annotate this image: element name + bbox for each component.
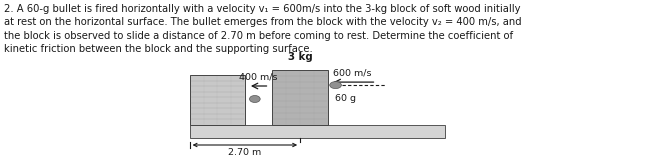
Text: 600 m/s: 600 m/s: [333, 68, 371, 77]
Bar: [190, 125, 445, 138]
Text: 60 g: 60 g: [335, 94, 356, 103]
Ellipse shape: [249, 96, 260, 103]
Bar: [273, 70, 328, 125]
Text: 3 kg: 3 kg: [288, 52, 312, 62]
Text: 400 m/s: 400 m/s: [239, 72, 278, 81]
Ellipse shape: [330, 82, 341, 89]
Text: 2.70 m: 2.70 m: [228, 148, 262, 157]
Bar: [190, 75, 245, 125]
Text: 2. A 60-g bullet is fired horizontally with a velocity v₁ = 600m/s into the 3-kg: 2. A 60-g bullet is fired horizontally w…: [4, 4, 522, 54]
